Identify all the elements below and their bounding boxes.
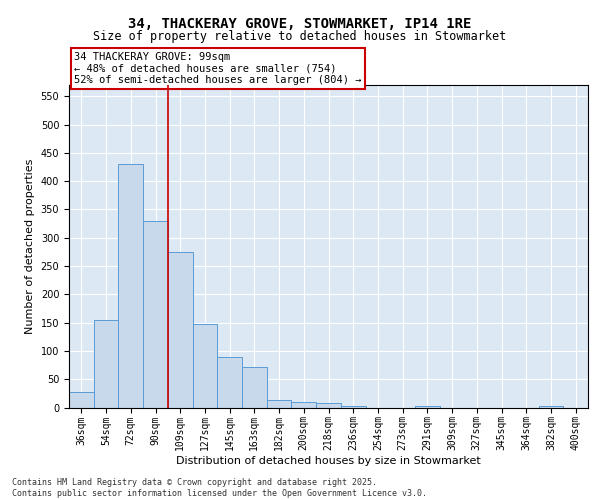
Text: 34, THACKERAY GROVE, STOWMARKET, IP14 1RE: 34, THACKERAY GROVE, STOWMARKET, IP14 1R…	[128, 18, 472, 32]
Bar	[118, 164, 143, 408]
Bar	[168, 252, 193, 408]
Bar	[539, 406, 563, 407]
Bar	[69, 392, 94, 407]
X-axis label: Distribution of detached houses by size in Stowmarket: Distribution of detached houses by size …	[176, 456, 481, 466]
Y-axis label: Number of detached properties: Number of detached properties	[25, 158, 35, 334]
Text: Contains HM Land Registry data © Crown copyright and database right 2025.
Contai: Contains HM Land Registry data © Crown c…	[12, 478, 427, 498]
Bar	[341, 406, 365, 407]
Bar	[94, 320, 118, 408]
Bar	[415, 406, 440, 408]
Bar	[292, 402, 316, 407]
Bar	[267, 400, 292, 407]
Bar	[217, 356, 242, 408]
Bar	[242, 367, 267, 408]
Text: 34 THACKERAY GROVE: 99sqm
← 48% of detached houses are smaller (754)
52% of semi: 34 THACKERAY GROVE: 99sqm ← 48% of detac…	[74, 52, 362, 85]
Bar	[316, 403, 341, 407]
Text: Size of property relative to detached houses in Stowmarket: Size of property relative to detached ho…	[94, 30, 506, 43]
Bar	[193, 324, 217, 407]
Bar	[143, 221, 168, 408]
